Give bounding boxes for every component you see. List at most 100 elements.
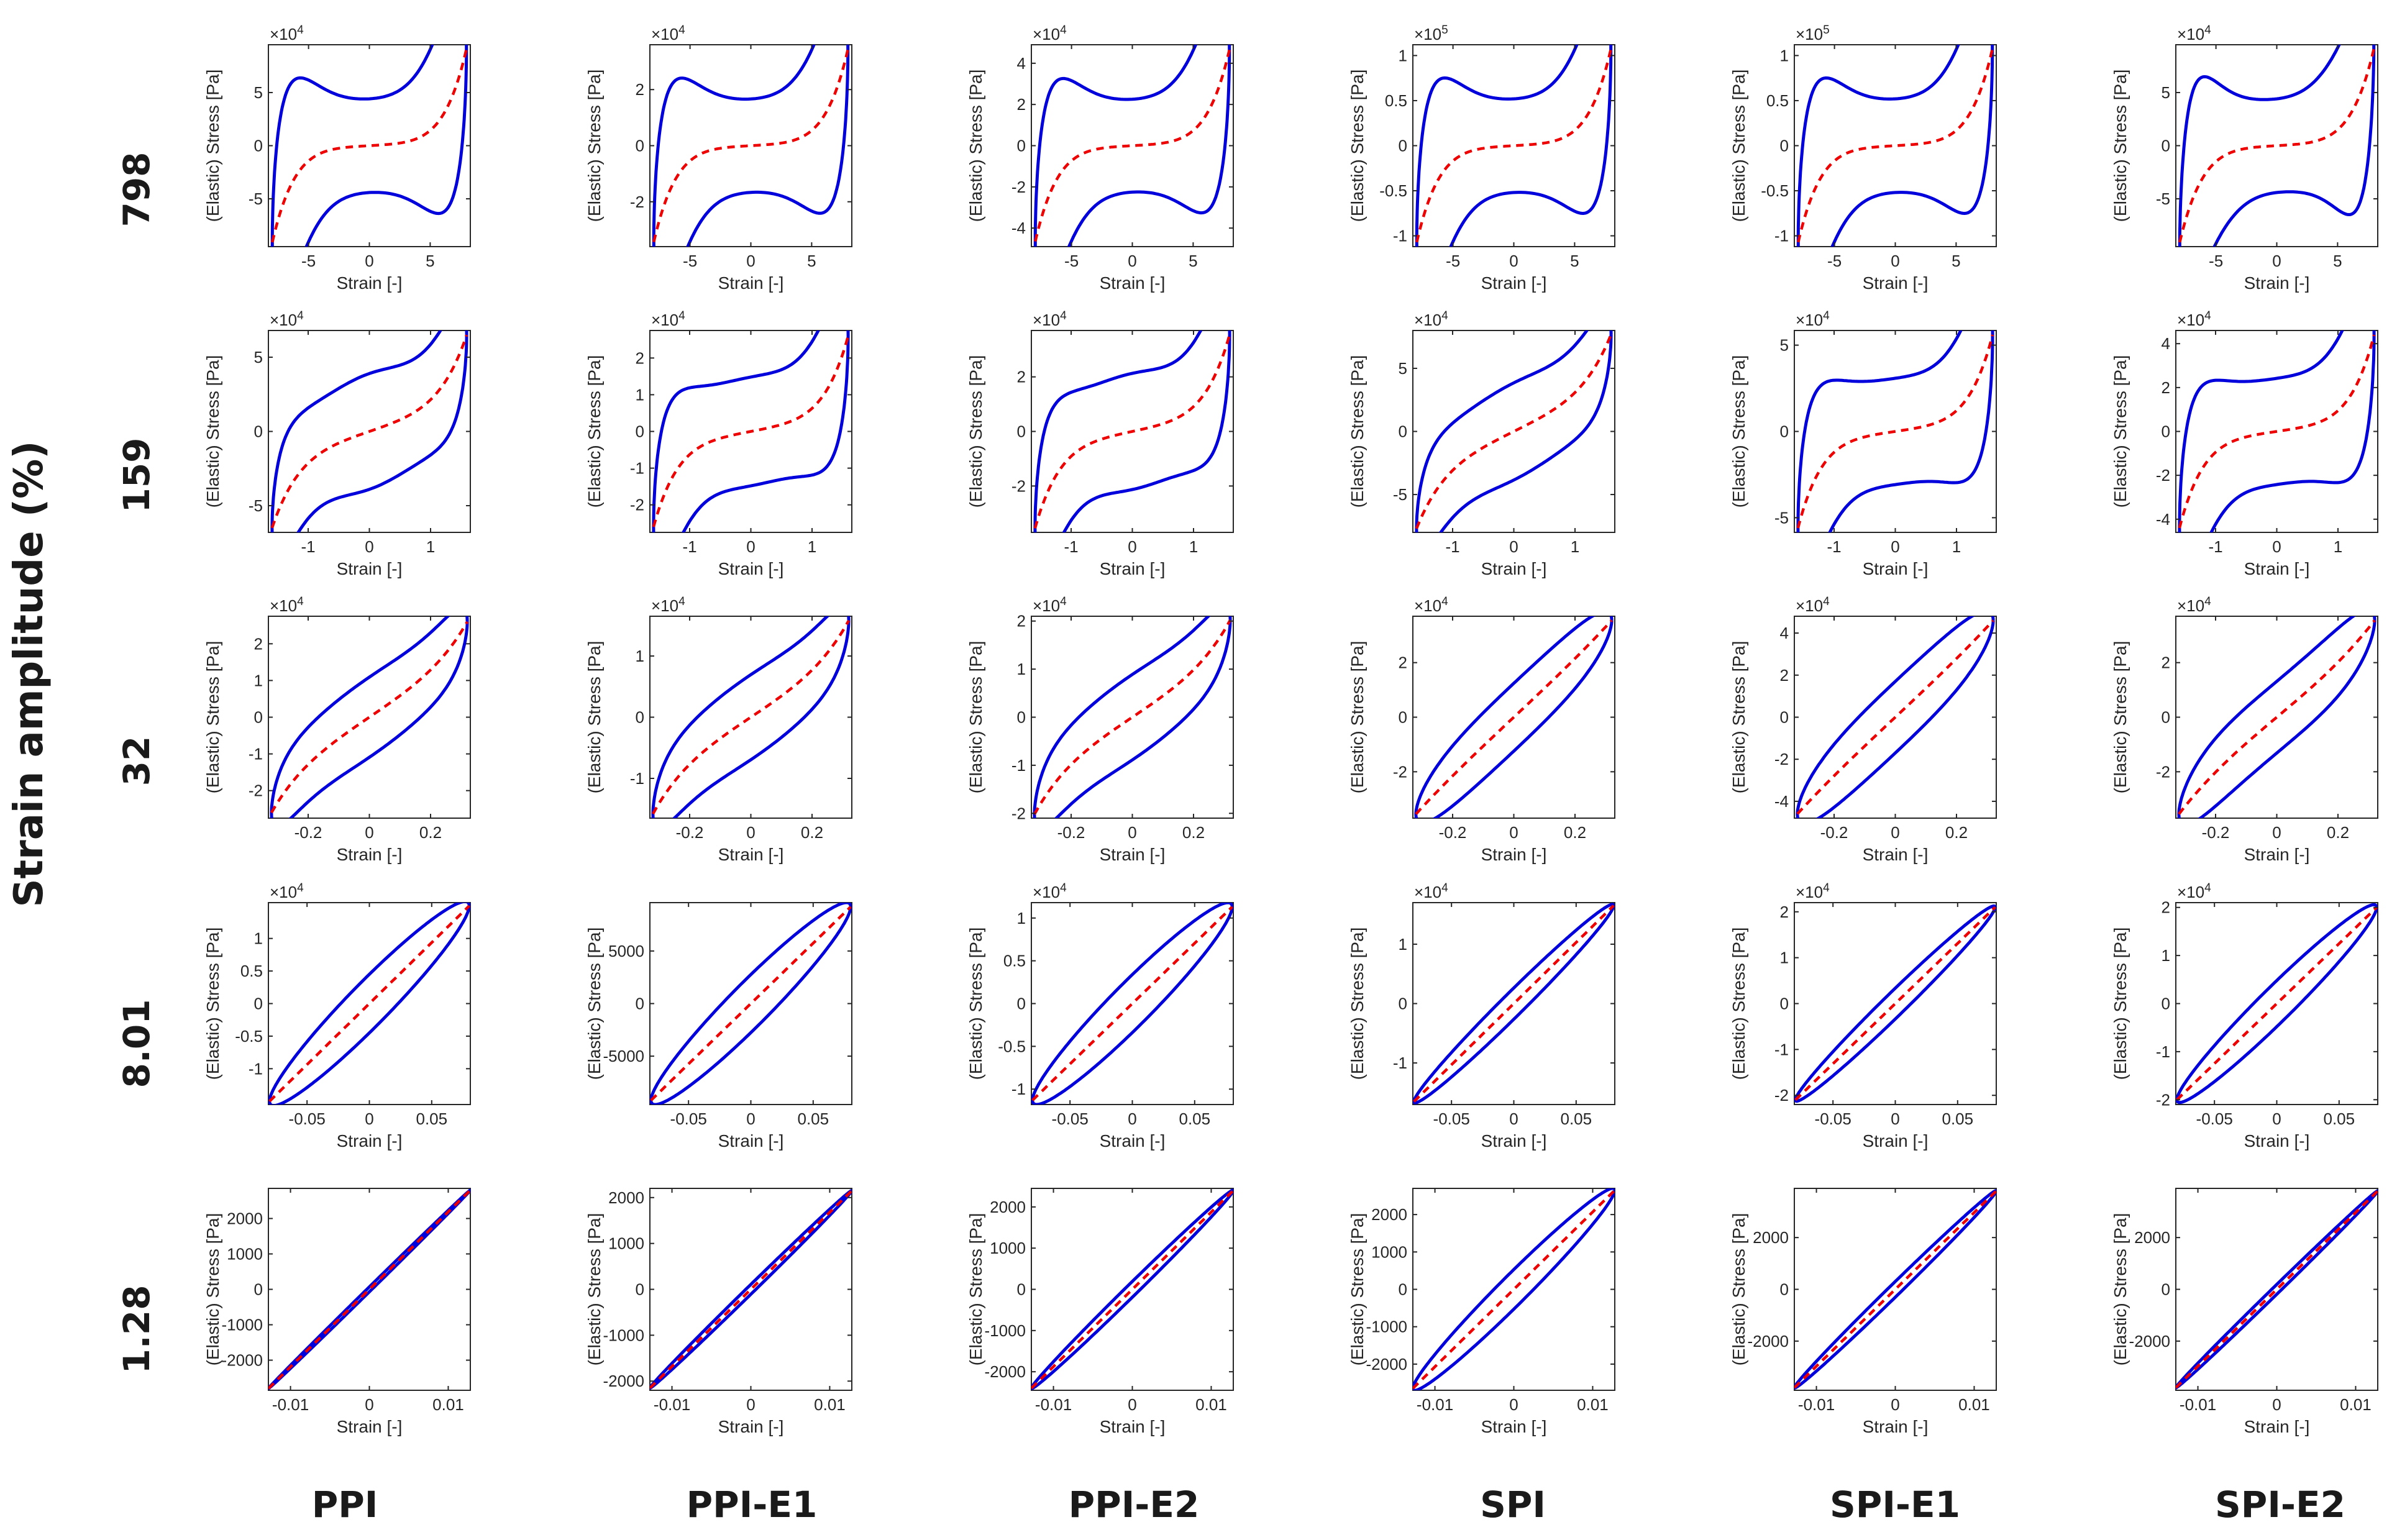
axes-box: [649, 44, 852, 247]
elastic-stress-loop: [2176, 903, 2378, 1105]
x-tick-label: 0: [746, 1395, 755, 1414]
x-tick-label: 0: [1891, 537, 1899, 556]
x-axis-label: Strain [-]: [1863, 1131, 1929, 1150]
y-tick-label: 1: [254, 671, 263, 690]
x-tick-label: -0.2: [676, 823, 704, 842]
x-axis-label: Strain [-]: [2244, 273, 2310, 293]
x-tick-label: 0.2: [2327, 823, 2349, 842]
y-tick-label: 0: [2162, 422, 2170, 441]
x-tick-label: 0: [1509, 1395, 1518, 1414]
y-tick-label: -2000: [1366, 1355, 1408, 1374]
axis-exponent-label: ×104: [651, 309, 685, 329]
x-axis-label: Strain [-]: [1100, 845, 1166, 864]
stress-strain-panel: -1 0 1 -2 0 2 Strain [-] (Elastic) Stress [Pa] ×…: [966, 309, 1234, 578]
axis-exponent-label: ×104: [1796, 595, 1830, 615]
y-tick-label: 1: [254, 929, 263, 948]
elastic-stress-curve: [1794, 1190, 1996, 1389]
y-tick-label: 5: [1780, 336, 1789, 355]
x-tick-label: -5: [683, 252, 697, 270]
figure-y-axis-label: Strain amplitude (%): [6, 440, 52, 907]
stress-strain-panel: -0.05 0 0.05 -1 -0.5 0 0.5 1 Strain [-] (Elastic)…: [203, 882, 471, 1150]
axes-box: [1794, 902, 1997, 1105]
y-tick-label: 4: [1780, 624, 1789, 642]
elastic-stress-curve: [268, 1189, 470, 1390]
x-tick-label: 0.01: [432, 1395, 464, 1414]
y-tick-label: -2: [1774, 1086, 1789, 1105]
column-label-layer: PPI PPI-E1 PPI-E2 SPI SPI-E1 SPI-E2: [312, 1483, 2345, 1526]
axis-exponent-label: ×104: [270, 595, 304, 615]
stress-strain-panel: -1 0 1 -5 0 5 Strain [-] (Elastic) Stress [Pa] ×…: [1729, 309, 1997, 578]
stress-strain-panel: -0.01 0 0.01 -2000 -1000 0 1000 2000 Strain [-] (…: [1348, 1188, 1615, 1436]
x-tick-label: -0.05: [670, 1109, 707, 1128]
axis-exponent-label: ×104: [1033, 24, 1067, 43]
y-tick-label: 0: [636, 995, 644, 1013]
y-tick-label: 0: [1780, 137, 1789, 155]
y-axis-label: (Elastic) Stress [Pa]: [1729, 355, 1748, 508]
y-tick-label: 2: [1017, 95, 1026, 114]
x-tick-label: 0.2: [801, 823, 823, 842]
x-tick-label: 0: [1891, 252, 1899, 270]
y-tick-label: 0: [1780, 422, 1789, 441]
y-axis-label: (Elastic) Stress [Pa]: [966, 355, 985, 508]
x-tick-label: -0.01: [1417, 1395, 1453, 1414]
y-tick-label: 5: [254, 348, 263, 367]
y-tick-label: 5: [254, 83, 263, 102]
y-tick-label: 2: [2162, 378, 2170, 397]
elastic-stress-curve: [650, 1190, 852, 1389]
y-axis-label: (Elastic) Stress [Pa]: [966, 641, 985, 794]
axis-exponent-label: ×104: [651, 595, 685, 615]
x-tick-label: -0.01: [654, 1395, 690, 1414]
x-axis-label: Strain [-]: [1863, 559, 1929, 578]
axis-exponent-label: ×104: [651, 24, 685, 43]
stress-strain-panel: -5 0 5 -4 -2 0 2 4 Strain [-] (Elastic) Stress [P…: [966, 24, 1234, 293]
x-tick-label: 0: [1509, 1109, 1518, 1128]
elastic-stress-curve: [1415, 619, 1613, 815]
x-tick-label: 0: [1891, 1395, 1899, 1414]
elastic-stress-loop: [268, 903, 470, 1105]
y-tick-label: 2: [636, 349, 644, 367]
elastic-stress-loop: [650, 1189, 852, 1390]
x-tick-label: 0: [2272, 1109, 2281, 1128]
axes-box: [1031, 616, 1234, 819]
elastic-stress-curve: [2178, 48, 2375, 243]
y-axis-label: (Elastic) Stress [Pa]: [1729, 641, 1748, 794]
x-axis-label: Strain [-]: [718, 1131, 784, 1150]
axes-box: [649, 616, 852, 819]
y-tick-label: 0: [2162, 995, 2170, 1013]
column-label: SPI-E1: [1830, 1483, 1960, 1526]
axis-exponent-label: ×104: [1796, 309, 1830, 329]
stress-strain-panel: -0.2 0 0.2 -4 -2 0 2 4 Strain [-] (Elastic) Stres…: [1729, 595, 1997, 864]
stress-strain-panel: -5 0 5 -1 -0.5 0 0.5 1 Strain [-] (Elastic) Stres…: [1348, 24, 1615, 293]
x-tick-label: 5: [1189, 252, 1197, 270]
y-tick-label: -0.5: [1379, 181, 1407, 200]
y-tick-label: 0: [636, 137, 644, 155]
y-tick-label: -2: [2156, 466, 2170, 485]
stress-strain-panel: -0.2 0 0.2 -2 0 2 Strain [-] (Elastic) Stress […: [2111, 595, 2378, 864]
stress-strain-panel: -5 0 5 -1 -0.5 0 0.5 1 Strain [-] (Elastic) Stres…: [1729, 24, 1997, 293]
elastic-stress-curve: [1797, 48, 1994, 243]
column-label: PPI-E1: [687, 1483, 818, 1526]
y-tick-label: 0: [1780, 708, 1789, 727]
x-axis-label: Strain [-]: [1481, 1417, 1547, 1436]
x-tick-label: -5: [1827, 252, 1842, 270]
y-tick-label: 1: [1780, 949, 1789, 967]
y-tick-label: 2000: [227, 1209, 263, 1228]
x-tick-label: -0.05: [1433, 1109, 1470, 1128]
y-axis-label: (Elastic) Stress [Pa]: [585, 927, 604, 1080]
stress-strain-panel: -0.01 0 0.01 -2000 -1000 0 1000 2000 Strain [-] (…: [203, 1188, 471, 1436]
y-axis-label: (Elastic) Stress [Pa]: [1729, 1213, 1748, 1366]
stress-strain-panel: -0.2 0 0.2 -2 -1 0 1 2 Strain [-] (Elastic) Stres…: [203, 595, 471, 864]
elastic-stress-curve: [650, 906, 852, 1101]
y-tick-label: 0: [1780, 995, 1789, 1013]
elastic-stress-curve: [270, 621, 469, 814]
stress-strain-panel: -1 0 1 -5 0 5 Strain [-] (Elastic) Stress [Pa] ×…: [1348, 309, 1615, 578]
y-tick-label: 2: [1017, 612, 1026, 631]
y-tick-label: -2000: [2129, 1332, 2171, 1351]
elastic-stress-curve: [2178, 334, 2376, 529]
y-tick-label: 2: [2162, 654, 2170, 672]
stress-strain-panel: -5 0 5 -2 0 2 Strain [-] (Elastic) Stress [Pa] ×…: [585, 24, 852, 293]
x-tick-label: 0: [365, 1109, 373, 1128]
stress-strain-panel: -5 0 5 -5 0 5 Strain [-] (Elastic) Stress [Pa] ×…: [203, 24, 471, 293]
row-label: 798: [116, 152, 158, 227]
elastic-stress-curve: [2176, 906, 2378, 1101]
